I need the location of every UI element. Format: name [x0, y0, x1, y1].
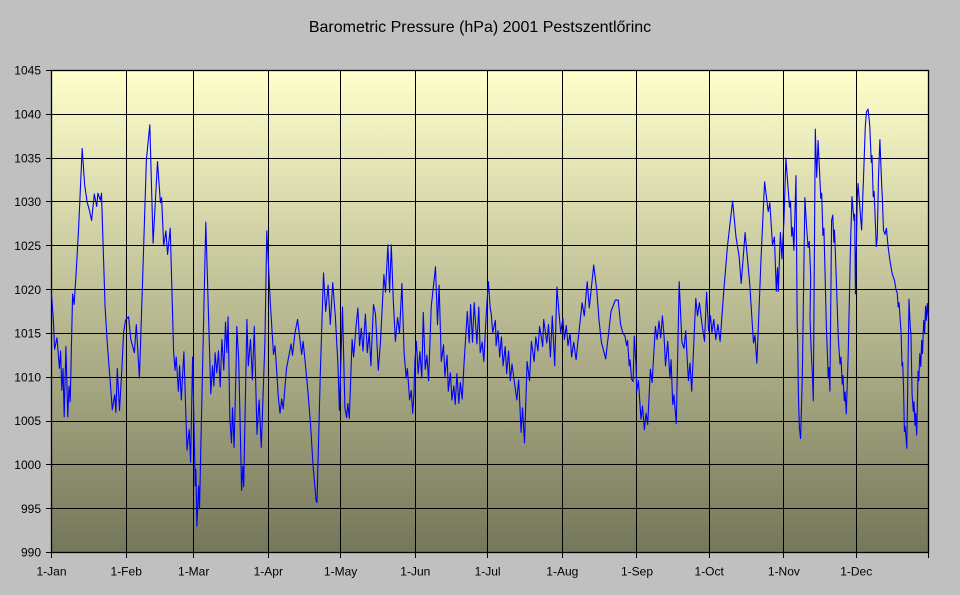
svg-text:1-Mar: 1-Mar	[178, 565, 209, 579]
svg-text:1-Jun: 1-Jun	[400, 565, 430, 579]
svg-text:990: 990	[21, 546, 41, 560]
svg-text:1010: 1010	[14, 370, 41, 384]
svg-text:1005: 1005	[14, 414, 41, 428]
svg-text:1-Dec: 1-Dec	[840, 565, 872, 579]
svg-text:1-Aug: 1-Aug	[546, 565, 578, 579]
svg-text:1-Jan: 1-Jan	[36, 565, 66, 579]
svg-text:1025: 1025	[14, 239, 41, 253]
svg-text:1030: 1030	[14, 195, 41, 209]
svg-text:1-Sep: 1-Sep	[621, 565, 653, 579]
svg-text:995: 995	[21, 502, 41, 516]
svg-text:1040: 1040	[14, 108, 41, 122]
svg-text:1-Apr: 1-Apr	[254, 565, 283, 579]
svg-text:1-May: 1-May	[324, 565, 357, 579]
svg-text:1035: 1035	[14, 151, 41, 165]
svg-text:1015: 1015	[14, 327, 41, 341]
svg-text:1020: 1020	[14, 283, 41, 297]
svg-text:1000: 1000	[14, 458, 41, 472]
svg-text:1045: 1045	[14, 64, 41, 78]
svg-text:1-Jul: 1-Jul	[475, 565, 501, 579]
svg-text:1-Oct: 1-Oct	[695, 565, 725, 579]
svg-text:Barometric Pressure (hPa) 2001: Barometric Pressure (hPa) 2001 Pestszent…	[309, 19, 651, 36]
svg-text:1-Feb: 1-Feb	[111, 565, 143, 579]
svg-text:1-Nov: 1-Nov	[768, 565, 800, 579]
